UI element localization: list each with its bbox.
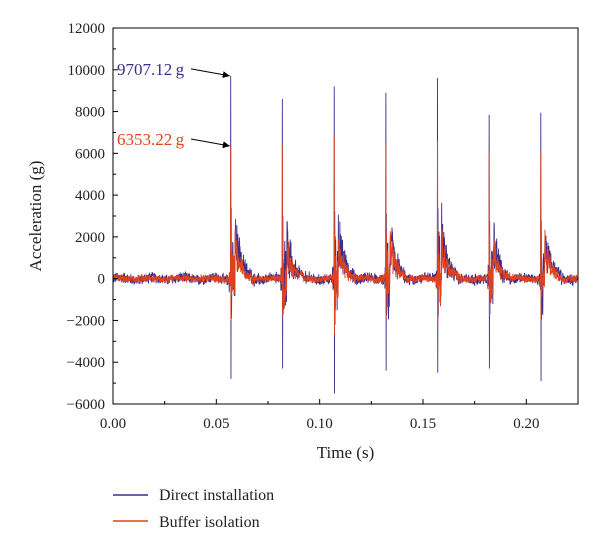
- peak-annotation-arrow: [190, 68, 230, 79]
- peak-annotation-label: 6353.22 g: [117, 130, 185, 149]
- y-tick-label: −4000: [67, 355, 105, 371]
- legend-label-buffer-isolation: Buffer isolation: [159, 514, 260, 531]
- annotation-layer: 9707.12 g 6353.22 g: [117, 60, 230, 149]
- x-tick-label: 0.15: [410, 416, 436, 432]
- x-tick-label: 0.00: [100, 416, 126, 432]
- legend-label-direct-installation: Direct installation: [159, 487, 274, 504]
- x-tick-label: 0.20: [513, 416, 539, 432]
- plot-frame: [112, 27, 579, 405]
- series-line-direct-installation: [112, 75, 579, 394]
- y-tick-label: 12000: [68, 21, 106, 37]
- peak-annotation-arrow: [190, 138, 230, 149]
- x-tick-label: 0.05: [203, 416, 229, 432]
- y-tick-label: −6000: [67, 397, 105, 413]
- axes-layer: −6000 −4000 −2000 0 2000 4000 6000 8000 10000 120…: [67, 21, 579, 432]
- peak-annotation-label: 9707.12 g: [117, 60, 185, 79]
- y-tick-label: 8000: [75, 105, 105, 121]
- legend: Direct installation Buffer isolation: [113, 487, 274, 531]
- y-axis-label: Acceleration (g): [26, 161, 45, 272]
- series-line-buffer-isolation: [112, 136, 579, 336]
- y-tick-label: −2000: [67, 313, 105, 329]
- y-tick-label: 4000: [75, 188, 105, 204]
- y-tick-label: 0: [98, 272, 106, 288]
- y-tick-label: 6000: [75, 146, 105, 162]
- y-tick-label: 10000: [68, 63, 106, 79]
- x-tick-label: 0.10: [307, 416, 333, 432]
- series-layer: [112, 75, 579, 394]
- x-axis-label: Time (s): [317, 443, 374, 462]
- y-tick-label: 2000: [75, 230, 105, 246]
